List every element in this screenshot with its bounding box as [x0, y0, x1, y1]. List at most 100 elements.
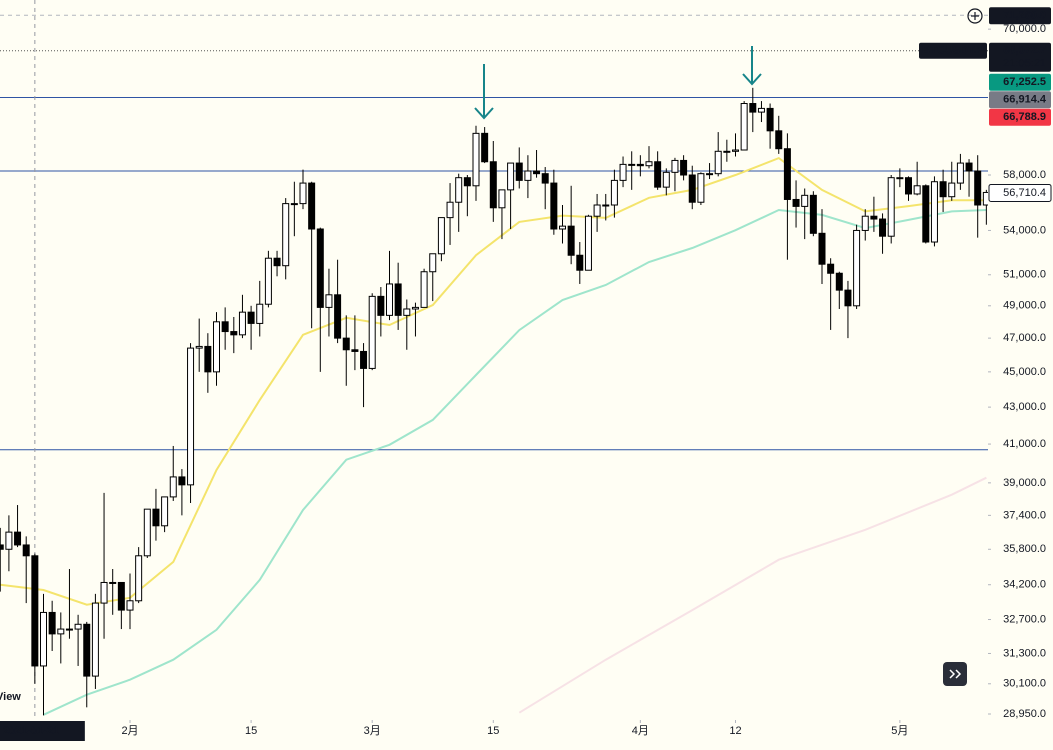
candle-body [706, 173, 714, 176]
last-price-label: 68,072.7 [1003, 45, 1046, 57]
candle-body [515, 162, 523, 181]
candle [654, 151, 662, 190]
candle [610, 169, 618, 218]
candle [368, 293, 376, 371]
candle [377, 287, 385, 337]
candle [481, 127, 489, 164]
candle-body [360, 350, 368, 369]
candle [939, 169, 947, 212]
candle [117, 581, 125, 630]
x-tick-label: 5月 [891, 725, 908, 737]
candle [256, 280, 264, 337]
candle [671, 157, 679, 192]
candle [316, 227, 324, 372]
candle-body [187, 347, 195, 486]
candle-body [870, 215, 878, 220]
y-tick-label: 45,000.0 [1003, 366, 1046, 378]
candle [386, 250, 393, 321]
y-tick-label: 58,000.0 [1003, 169, 1046, 181]
price-badge [989, 108, 1051, 126]
candle-body [325, 294, 333, 308]
candle-body [775, 130, 783, 150]
candle [965, 159, 973, 197]
candle [342, 315, 350, 386]
y-tick-label: 39,000.0 [1003, 477, 1046, 489]
candle-body [801, 194, 809, 207]
candle [446, 183, 454, 245]
candle [576, 242, 584, 284]
candle [541, 167, 549, 210]
candle-body [273, 257, 281, 267]
candle-body [446, 201, 454, 219]
time-axis [0, 720, 988, 750]
price-badge-label: 66,914.4 [1003, 94, 1047, 106]
candle-body [809, 194, 817, 234]
candle-body [905, 177, 912, 195]
y-tick-label: 49,000.0 [1003, 300, 1046, 312]
candle-body [117, 581, 125, 611]
candle [602, 193, 610, 221]
candle-body [550, 182, 558, 230]
candle [680, 155, 688, 181]
arrow [474, 64, 494, 120]
candle-body [472, 132, 480, 187]
candle-body [282, 203, 290, 267]
candle [489, 140, 497, 222]
candle [930, 176, 938, 247]
crosshair-label-box [0, 721, 85, 741]
candle-body [394, 283, 402, 316]
candle-body [818, 232, 826, 265]
candle-body [974, 170, 982, 206]
y-tick-label: 70,000.0 [1003, 23, 1046, 35]
candle-body [143, 508, 151, 557]
candle [740, 101, 748, 151]
candle [109, 569, 117, 615]
candle-body [411, 306, 419, 310]
candle-body [861, 215, 869, 231]
candle [706, 163, 714, 180]
price-badge-label: 66,788.9 [1003, 111, 1046, 123]
crosshair-date: 2021-01-21 [3, 725, 59, 737]
candle-body [835, 272, 843, 291]
y-tick-label: 41,000.0 [1003, 438, 1046, 450]
candle [723, 139, 731, 162]
candle [463, 175, 471, 217]
candle-body [481, 132, 489, 163]
candle-body [403, 308, 411, 316]
candle [161, 496, 169, 533]
y-tick-label: 31,300.0 [1003, 647, 1046, 659]
candle [31, 553, 39, 684]
candle-body [922, 185, 930, 243]
candle [550, 169, 558, 235]
candle [152, 488, 160, 541]
y-tick-label: 47,000.0 [1003, 332, 1046, 344]
candle [792, 180, 800, 228]
candle-body [654, 161, 662, 188]
candle [559, 205, 566, 244]
candle-body [593, 204, 601, 217]
candle-body [204, 345, 212, 373]
candle-body [524, 170, 532, 181]
add-alert-button[interactable] [967, 8, 983, 24]
candle [593, 193, 601, 232]
candle-body [498, 189, 506, 209]
candle-body [749, 103, 757, 113]
candle [757, 101, 765, 123]
candle [83, 621, 91, 708]
candle-body [455, 177, 463, 203]
candle-body [559, 225, 566, 230]
x-tick-label: 12 [729, 725, 741, 737]
candle-body [91, 602, 99, 677]
scroll-button[interactable] [943, 662, 967, 686]
candle-body [161, 496, 169, 527]
candle [178, 469, 186, 516]
candle-body [126, 600, 134, 611]
candle [879, 213, 887, 254]
candle-body [264, 257, 272, 305]
candle-body [169, 476, 177, 498]
candle-body [541, 173, 549, 184]
candle-body [152, 508, 160, 527]
candle [498, 189, 506, 240]
candle-body [688, 174, 696, 203]
candle-body [636, 163, 644, 167]
